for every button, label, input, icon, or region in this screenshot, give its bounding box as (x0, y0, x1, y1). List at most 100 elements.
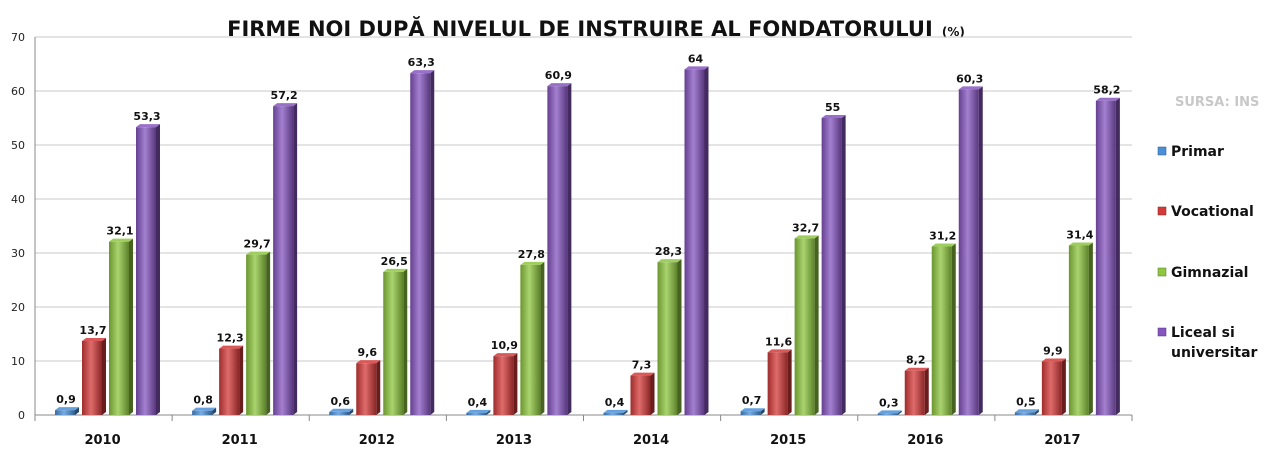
chart-title-unit: (%) (942, 25, 965, 39)
bar-top (466, 409, 491, 413)
bar (109, 241, 129, 415)
bar-side (75, 407, 79, 415)
bar (794, 238, 815, 415)
data-label: 53,3 (133, 110, 160, 123)
x-tick-label: 2011 (222, 433, 258, 448)
x-axis: 2010 2011 2012 2013 2014 2015 2016 2017 (34, 415, 1133, 448)
x-tick-label: 2010 (84, 433, 120, 448)
bar (273, 106, 294, 416)
legend-label: Gimnazial (1171, 265, 1249, 281)
y-tick-label: 0 (18, 409, 25, 422)
bar-top (246, 251, 271, 255)
bar (493, 356, 514, 415)
bar-top (1041, 358, 1066, 362)
bar-side (129, 238, 133, 415)
bar-side (403, 268, 408, 415)
bar (904, 370, 925, 415)
y-tick-label: 40 (11, 193, 25, 206)
bar (520, 264, 541, 415)
x-tick-label: 2017 (1044, 433, 1080, 448)
data-label: 60,3 (956, 72, 983, 85)
bar-side (102, 338, 106, 415)
data-label: 57,2 (271, 89, 298, 102)
bar-side (814, 235, 819, 415)
bar-top (1068, 242, 1093, 246)
legend: Primar Vocational Gimnazial Liceal si univer… (1157, 144, 1258, 361)
data-label: 31,2 (929, 230, 956, 243)
legend-label: Vocational (1171, 204, 1254, 220)
data-label: 0,8 (193, 394, 213, 407)
bar-top (767, 349, 792, 353)
legend-swatch (1157, 206, 1167, 216)
bar-side (266, 251, 271, 415)
data-label: 32,1 (106, 225, 133, 238)
bar-top (794, 235, 819, 239)
bar (466, 412, 487, 415)
bar (383, 271, 404, 415)
y-axis: 0 10 20 30 40 50 60 70 (11, 31, 36, 422)
bar (657, 262, 678, 415)
data-label: 29,7 (244, 238, 271, 251)
bar (684, 69, 705, 416)
bar (740, 411, 761, 415)
bar-top (1014, 409, 1039, 413)
bar (1014, 412, 1035, 415)
bar (410, 73, 431, 416)
bar-side (567, 83, 572, 415)
data-label: 8,2 (906, 354, 926, 367)
bar-top (383, 268, 408, 272)
bar (246, 254, 267, 415)
data-label: 13,7 (79, 324, 106, 337)
bar-side (623, 409, 628, 415)
bar-side (212, 407, 217, 415)
bar-top (1095, 97, 1120, 101)
bar (603, 412, 624, 415)
bar-top (219, 345, 244, 349)
data-label: 58,2 (1093, 84, 1120, 97)
bar (219, 348, 240, 415)
bar-side (650, 372, 655, 415)
bar (767, 352, 788, 415)
data-labels: 0,9 13,7 32,1 53,3 0,8 12,3 29,7 57,2 0,6 9,6 26,5… (56, 52, 1120, 409)
data-label: 0,7 (742, 394, 762, 407)
bar-side (897, 410, 902, 415)
data-label: 0,6 (331, 395, 351, 408)
bar-top (877, 410, 902, 414)
bar-side (540, 261, 545, 415)
bar-top (904, 367, 929, 371)
bar-side (513, 353, 518, 415)
data-label: 26,5 (381, 255, 408, 268)
bar (192, 410, 213, 415)
legend-label: Primar (1171, 144, 1224, 160)
bar (958, 89, 979, 415)
bar-top (958, 86, 983, 90)
bar-side (1034, 409, 1039, 415)
data-label: 9,6 (358, 346, 378, 359)
bar (1095, 100, 1116, 415)
data-label: 0,4 (468, 396, 488, 409)
data-label: 11,6 (765, 335, 792, 348)
bar-top (192, 407, 217, 411)
data-label: 60,9 (545, 69, 572, 82)
data-label: 32,7 (792, 221, 819, 234)
y-tick-label: 50 (11, 139, 25, 152)
bar-top (821, 115, 846, 118)
bar-top (55, 407, 79, 411)
data-label: 9,9 (1043, 345, 1063, 358)
x-tick-label: 2014 (633, 433, 669, 448)
bar-top (109, 238, 133, 242)
data-label: 63,3 (408, 56, 435, 69)
bar (356, 363, 377, 415)
data-label: 12,3 (217, 332, 244, 345)
bar (82, 341, 102, 415)
bar-side (1115, 97, 1120, 415)
bar-side (978, 86, 983, 415)
bar-top (657, 259, 682, 263)
bar-side (951, 243, 956, 415)
bar-side (349, 408, 354, 415)
bar-top (410, 70, 435, 74)
x-tick-label: 2016 (907, 433, 943, 448)
bar-side (704, 66, 709, 416)
x-tick-label: 2012 (359, 433, 395, 448)
